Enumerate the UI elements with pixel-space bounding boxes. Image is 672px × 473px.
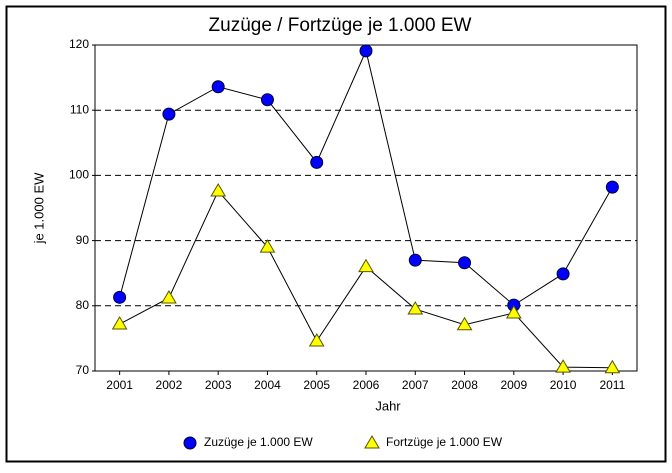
y-tick-label: 90 (76, 233, 90, 247)
x-tick-label: 2002 (156, 378, 183, 392)
data-point (458, 256, 472, 270)
data-point (604, 359, 621, 374)
legend-label: Fortzüge je 1.000 EW (386, 435, 503, 449)
data-point (358, 258, 374, 273)
data-point (162, 107, 176, 121)
x-tick-label: 2009 (500, 378, 527, 392)
data-point (359, 44, 373, 58)
data-point (555, 359, 571, 373)
data-point (310, 155, 324, 169)
data-point (407, 301, 424, 315)
data-point (456, 316, 473, 331)
x-tick-label: 2008 (451, 378, 478, 392)
legend-marker (364, 435, 380, 449)
chart-border (5, 5, 667, 463)
data-point (259, 239, 276, 253)
data-point (211, 80, 225, 94)
x-tick-label: 2007 (402, 378, 429, 392)
chart-title: Zuzüge / Fortzüge je 1.000 EW (209, 15, 472, 36)
x-tick-label: 2005 (303, 378, 330, 392)
y-tick-label: 120 (69, 37, 89, 51)
y-tick-label: 110 (70, 102, 89, 116)
x-tick-label: 2001 (106, 378, 133, 392)
y-tick-label: 70 (76, 363, 90, 377)
x-tick-label: 2010 (550, 378, 577, 392)
x-tick-label: 2011 (599, 378, 625, 392)
data-point (210, 183, 227, 197)
data-point (161, 289, 177, 304)
data-point (556, 267, 570, 281)
legend-label: Zuzüge je 1.000 EW (204, 435, 313, 449)
x-axis-label: Jahr (375, 398, 401, 413)
data-point (308, 333, 325, 347)
x-tick-label: 2006 (353, 378, 380, 392)
data-point (113, 290, 127, 304)
data-point (260, 93, 274, 107)
legend-marker (183, 436, 197, 450)
y-tick-label: 80 (76, 298, 90, 312)
data-point (605, 180, 619, 194)
y-tick-label: 100 (69, 168, 89, 182)
data-point (408, 253, 422, 267)
x-tick-label: 2004 (254, 378, 281, 392)
x-tick-label: 2003 (205, 378, 232, 392)
data-point (111, 316, 128, 330)
data-point (505, 304, 522, 319)
y-axis-label: je 1.000 EW (31, 172, 46, 245)
